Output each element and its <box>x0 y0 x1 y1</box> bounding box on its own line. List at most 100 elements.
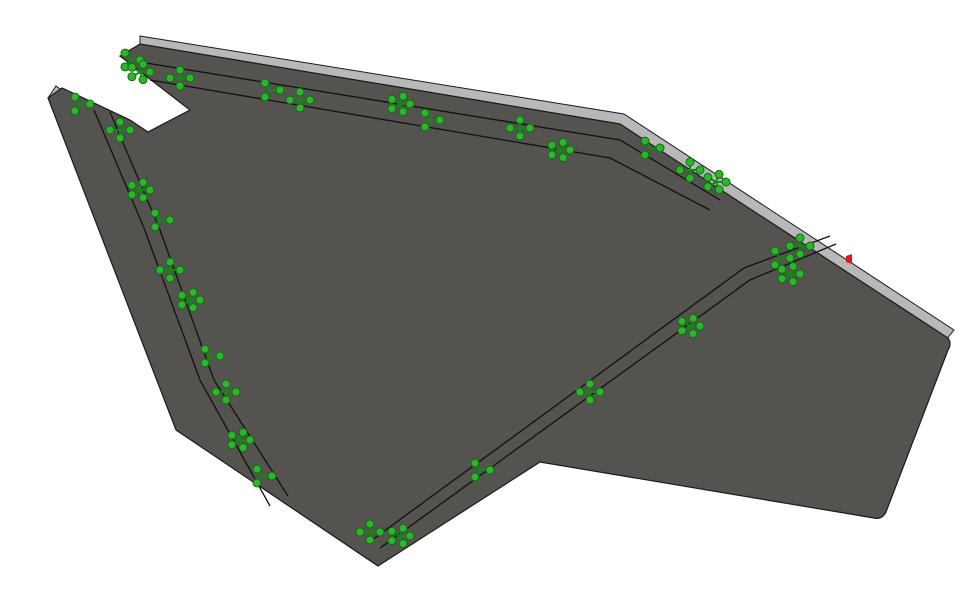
fixed-geometry-icon <box>140 67 155 77</box>
fixed-geometry-icon <box>165 270 175 283</box>
fixed-geometry-icon <box>675 165 690 175</box>
fixed-geometry-icon <box>703 181 717 192</box>
fixed-geometry-icon <box>150 219 161 232</box>
fixed-geometry-icon <box>400 531 415 541</box>
fixed-geometry-icon <box>270 85 285 95</box>
fixed-geometry-icon <box>585 379 595 392</box>
fixed-geometry-icon <box>547 149 561 160</box>
fixed-geometry-icon <box>221 379 231 392</box>
fixed-geometry-icon <box>210 351 225 361</box>
fixed-geometry-icon <box>575 387 590 397</box>
fixed-geometry-icon <box>585 392 595 405</box>
fixed-geometry-icon <box>520 123 535 133</box>
fixed-geometry-icon <box>155 265 170 275</box>
fixture-symbols <box>70 48 815 549</box>
fixed-geometry-icon <box>650 143 665 153</box>
fixed-geometry-icon <box>690 321 705 331</box>
fixed-geometry-icon <box>70 92 81 105</box>
fixed-geometry-icon <box>252 464 263 477</box>
fixed-geometry-icon <box>188 287 198 301</box>
fixed-geometry-icon <box>295 100 305 113</box>
fixed-geometry-icon <box>120 59 131 72</box>
fixed-geometry-icon <box>127 62 141 73</box>
fixed-geometry-icon <box>777 273 791 284</box>
fixed-geometry-icon <box>714 181 724 195</box>
fixed-geometry-icon <box>716 177 731 187</box>
fixed-geometry-icon <box>120 125 135 135</box>
fixed-geometry-icon <box>515 115 525 128</box>
fixed-geometry-icon <box>170 265 185 275</box>
fixed-geometry-icon <box>150 208 161 221</box>
fixed-geometry-icon <box>70 103 81 116</box>
fixed-geometry-icon <box>227 430 241 441</box>
fixed-geometry-icon <box>355 527 370 537</box>
fixed-geometry-icon <box>795 246 805 259</box>
fixed-geometry-icon <box>260 78 271 91</box>
fixed-geometry-icon <box>640 136 651 149</box>
fixed-geometry-icon <box>295 87 305 100</box>
fixed-geometry-icon <box>300 95 315 105</box>
fixed-geometry-icon <box>640 147 651 160</box>
fixed-geometry-icon <box>138 189 148 203</box>
fixed-geometry-icon <box>470 469 481 482</box>
fixed-geometry-icon <box>200 344 211 357</box>
fixed-geometry-icon <box>221 392 231 405</box>
fixed-geometry-icon <box>480 465 495 475</box>
fixed-geometry-icon <box>558 137 568 151</box>
fixed-geometry-icon <box>780 253 795 263</box>
fixed-geometry-icon <box>105 125 120 135</box>
fixed-geometry-icon <box>420 108 431 121</box>
fixed-geometry-icon <box>127 71 141 82</box>
fixed-geometry-icon <box>238 427 248 441</box>
fixed-geometry-icon <box>430 115 445 125</box>
fixed-geometry-icon <box>515 128 525 141</box>
fixed-geometry-icon <box>690 165 705 175</box>
fixed-geometry-icon <box>685 170 695 183</box>
fixed-geometry-icon <box>398 103 408 117</box>
fixed-geometry-icon <box>120 48 131 61</box>
fixed-geometry-icon <box>400 99 415 109</box>
fixed-geometry-icon <box>788 261 798 275</box>
fixed-geometry-icon <box>688 325 698 339</box>
fixed-geometry-icon <box>238 439 248 453</box>
fixed-geometry-icon <box>677 316 691 327</box>
fixed-geometry-icon <box>777 264 791 275</box>
fixed-geometry-icon <box>788 273 798 287</box>
fixed-geometry-icon <box>505 123 520 133</box>
fixed-geometry-icon <box>252 475 263 488</box>
fixed-geometry-icon <box>188 299 198 313</box>
fixed-geometry-icon <box>470 458 481 471</box>
force-arrow-icon[interactable] <box>846 254 852 264</box>
fixed-geometry-icon <box>138 71 148 85</box>
fixed-geometry-icon <box>685 157 695 170</box>
fixed-geometry-icon <box>140 185 155 195</box>
fixed-geometry-icon <box>80 99 95 109</box>
fixed-geometry-icon <box>387 103 401 114</box>
fixed-geometry-icon <box>365 519 375 532</box>
fixed-geometry-icon <box>262 471 277 481</box>
plate-face[interactable] <box>47 43 951 567</box>
fixed-geometry-icon <box>165 257 175 270</box>
fixed-geometry-icon <box>547 140 561 151</box>
fixed-geometry-icon <box>211 387 226 397</box>
fixed-geometry-icon <box>138 59 148 73</box>
fixed-geometry-icon <box>398 535 408 549</box>
fixed-geometry-icon <box>115 130 125 143</box>
fixed-geometry-icon <box>387 526 401 537</box>
fixed-geometry-icon <box>285 95 300 105</box>
fixed-geometry-icon <box>387 535 401 546</box>
fixed-geometry-icon <box>165 73 180 83</box>
fixed-geometry-icon <box>785 241 800 251</box>
fixed-geometry-icon <box>175 65 185 78</box>
fixed-geometry-icon <box>127 189 141 200</box>
fixed-geometry-icon <box>260 89 271 102</box>
fixed-geometry-icon <box>138 177 148 191</box>
fixed-geometry-icon <box>560 145 575 155</box>
fixed-geometry-icon <box>240 435 255 445</box>
fixed-geometry-icon <box>160 215 175 225</box>
fixed-geometry-icon <box>227 439 241 450</box>
fixed-geometry-icon <box>177 290 191 301</box>
fixed-geometry-icon <box>175 78 185 91</box>
fixed-geometry-icon <box>200 355 211 368</box>
